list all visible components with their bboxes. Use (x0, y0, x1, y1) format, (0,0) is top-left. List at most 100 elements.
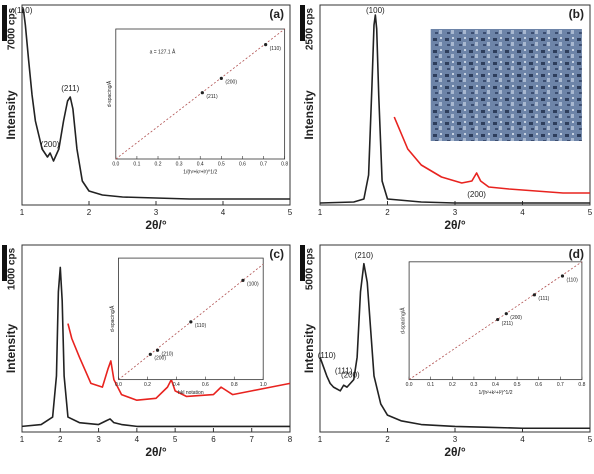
peak-label: (200) (41, 140, 60, 149)
x-tick-label: 7 (249, 435, 254, 444)
inset-x-tick-label: 0.4 (492, 382, 499, 388)
x-tick-label: 1 (318, 208, 323, 217)
inset-x-tick-label: 0.5 (218, 161, 225, 167)
x-tick-label: 5 (173, 435, 178, 444)
inset-x-tick-label: 0.0 (406, 382, 413, 388)
fit-line (408, 261, 583, 380)
x-tick-label: 2 (87, 208, 92, 217)
inset-point (155, 348, 160, 352)
inset-x-tick-label: 0.8 (231, 382, 238, 388)
scale-bar (2, 5, 7, 41)
peak-label: (110) (318, 351, 336, 360)
x-tick-label: 3 (154, 208, 159, 217)
inset-x-tick-label: 1.0 (260, 382, 267, 388)
inset-x-tick-label: 0.7 (260, 161, 267, 167)
inset-point (219, 76, 223, 80)
scale-bar-label: 5000 cps (305, 247, 316, 290)
inset-x-tick-label: 0.0 (115, 382, 122, 388)
inset-point (200, 91, 204, 95)
xrd-curve (393, 116, 590, 194)
panel-label: (c) (269, 247, 284, 261)
inset-point (560, 274, 565, 278)
inset-x-tick-label: 0.3 (470, 382, 477, 388)
inset-y-label: d-spacing/Å (109, 305, 116, 332)
inset-point-label: (110) (270, 46, 282, 52)
inset-point-label: (200) (510, 315, 522, 321)
inset-x-tick-label: 0.2 (449, 382, 456, 388)
inset-point (148, 352, 152, 356)
inset-x-tick-label: 0.3 (176, 161, 183, 167)
inset-x-tick-label: 0.4 (197, 161, 204, 167)
xrd-curve (319, 14, 590, 204)
scale-bar (300, 5, 305, 41)
peak-label: (100) (366, 6, 385, 15)
inset-x-tick-label: 0.4 (173, 382, 180, 388)
inset-x-tick-label: 0.8 (578, 382, 585, 388)
inset-point-label: (110) (566, 277, 578, 283)
inset-x-label: 1/(h²+k²+l²)^1/2 (478, 390, 512, 396)
x-tick-label: 3 (453, 208, 458, 217)
inset-point (496, 317, 500, 322)
inset-frame (118, 257, 264, 381)
panel-label: (b) (569, 7, 584, 21)
peak-label: (111) (335, 366, 353, 375)
xrd-curve (21, 8, 290, 200)
x-tick-label: 2 (385, 435, 390, 444)
x-axis-label: 2θ/° (145, 218, 166, 232)
scale-bar-label: 2500 cps (305, 7, 316, 50)
peak-label: (110) (14, 6, 32, 15)
inset-point-label: (200) (225, 80, 237, 86)
inset-point (264, 43, 268, 47)
x-tick-label: 2 (58, 435, 63, 444)
inset-y-label: d-spacing/Å (399, 307, 406, 334)
inset-point-label: (100) (247, 282, 259, 288)
x-tick-label: 1 (20, 435, 25, 444)
xrd-curve (67, 323, 291, 402)
x-tick-label: 4 (221, 208, 226, 217)
panel-label: (d) (569, 247, 584, 261)
x-tick-label: 1 (318, 435, 323, 444)
x-axis-label: 2θ/° (444, 218, 465, 232)
scale-bar (2, 245, 7, 281)
panel-label: (a) (269, 7, 284, 21)
xrd-curve (21, 266, 290, 428)
y-axis-label: Intensity (4, 324, 18, 374)
inset-x-tick-label: 0.1 (133, 161, 140, 167)
inset-y-label: d-spacing/Å (106, 80, 113, 107)
inset-x-tick-label: 0.2 (155, 161, 162, 167)
inset-point-label: (210) (162, 352, 174, 358)
inset-point-label: (111) (538, 296, 549, 302)
x-axis-label: 2θ/° (145, 445, 166, 459)
inset-x-tick-label: 0.0 (112, 161, 119, 167)
inset-point-label: (211) (502, 321, 514, 327)
inset-point (532, 293, 536, 297)
x-tick-label: 2 (385, 208, 390, 217)
x-tick-label: 4 (520, 435, 525, 444)
inset-point-label: (110) (195, 323, 207, 329)
fit-line (115, 28, 285, 160)
inset-point (504, 312, 508, 316)
x-tick-label: 3 (96, 435, 101, 444)
inset-x-tick-label: 0.6 (202, 382, 209, 388)
x-tick-label: 4 (520, 208, 525, 217)
peak-label: (200) (467, 190, 486, 199)
y-axis-label: Intensity (4, 90, 18, 140)
x-tick-label: 4 (135, 435, 140, 444)
inset-point-label: (200) (154, 356, 166, 362)
x-tick-label: 8 (288, 435, 293, 444)
inset-x-tick-label: 0.1 (427, 382, 434, 388)
xrd-curve (319, 262, 590, 430)
peak-label: (200) (341, 370, 360, 379)
plot-frame (21, 244, 291, 433)
inset-annotation: a = 127.1 Å (150, 49, 176, 56)
inset-x-tick-label: 0.5 (514, 382, 521, 388)
x-axis-label: 2θ/° (444, 445, 465, 459)
scale-bar-label: 7000 cps (7, 7, 18, 50)
scale-bar (300, 245, 305, 281)
x-tick-label: 6 (211, 435, 216, 444)
y-axis-label: Intensity (302, 90, 316, 140)
x-tick-label: 1 (20, 208, 25, 217)
inset-point (189, 320, 193, 324)
inset-x-label: hkl notation (178, 390, 204, 396)
